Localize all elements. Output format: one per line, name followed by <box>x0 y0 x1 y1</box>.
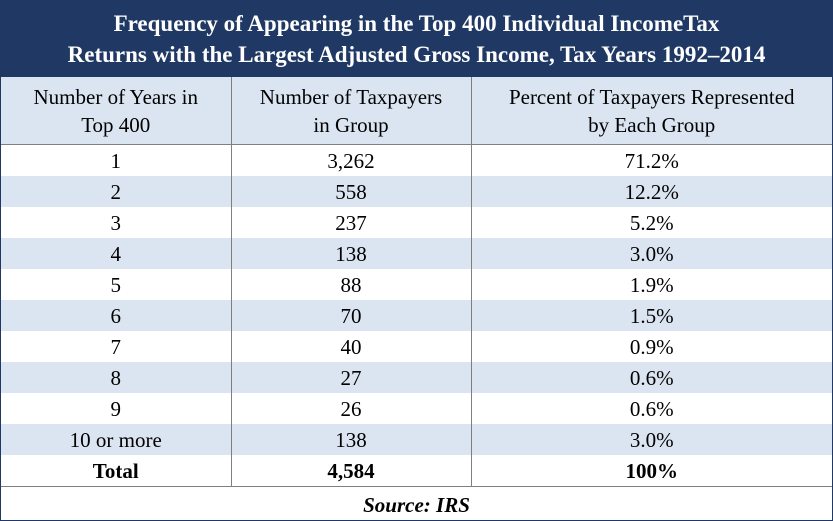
cell-years: 9 <box>1 393 232 424</box>
cell-years: 7 <box>1 331 232 362</box>
cell-percent: 3.0% <box>470 238 832 269</box>
cell-taxpayers: 138 <box>230 238 472 269</box>
cell-years: 3 <box>1 207 232 238</box>
header-text: by Each Group <box>588 112 716 137</box>
table-row: 3 237 5.2% <box>1 207 832 238</box>
table-row: 7 40 0.9% <box>1 331 832 362</box>
cell-taxpayers: 26 <box>230 393 472 424</box>
header-text: Number of Taxpayers <box>259 84 443 109</box>
cell-percent: 1.5% <box>470 300 832 331</box>
table-title: Frequency of Appearing in the Top 400 In… <box>1 1 832 77</box>
header-row: Number of Years in Top 400 Number of Tax… <box>1 77 832 145</box>
table-row: 2 558 12.2% <box>1 176 832 207</box>
header-text: Number of Years in <box>33 84 198 109</box>
table-row: 4 138 3.0% <box>1 238 832 269</box>
cell-years: 1 <box>1 144 232 176</box>
total-taxpayers: 4,584 <box>230 455 472 487</box>
cell-percent: 12.2% <box>470 176 832 207</box>
table-row: 8 27 0.6% <box>1 362 832 393</box>
cell-years: 2 <box>1 176 232 207</box>
title-line-2: Returns with the Largest Adjusted Gross … <box>67 42 766 67</box>
cell-percent: 0.6% <box>470 393 832 424</box>
header-number-of-taxpayers: Number of Taxpayers in Group <box>230 77 472 145</box>
cell-percent: 1.9% <box>470 269 832 300</box>
total-percent: 100% <box>470 455 832 487</box>
cell-taxpayers: 27 <box>230 362 472 393</box>
cell-taxpayers: 237 <box>230 207 472 238</box>
header-text: Percent of Taxpayers Represented <box>508 84 795 109</box>
header-percent-of-taxpayers: Percent of Taxpayers Represented by Each… <box>470 77 832 145</box>
table-row: 10 or more 138 3.0% <box>1 424 832 455</box>
cell-years: 6 <box>1 300 232 331</box>
cell-taxpayers: 40 <box>230 331 472 362</box>
cell-years: 10 or more <box>1 424 232 455</box>
cell-percent: 0.9% <box>470 331 832 362</box>
total-row: Total 4,584 100% <box>1 455 832 487</box>
cell-percent: 3.0% <box>470 424 832 455</box>
source-note: Source: IRS <box>363 493 470 517</box>
cell-years: 5 <box>1 269 232 300</box>
cell-years: 4 <box>1 238 232 269</box>
frequency-table: Number of Years in Top 400 Number of Tax… <box>1 77 832 487</box>
header-years-in-top-400: Number of Years in Top 400 <box>1 77 232 145</box>
table-row: 6 70 1.5% <box>1 300 832 331</box>
cell-taxpayers: 558 <box>230 176 472 207</box>
header-text: in Group <box>313 112 389 137</box>
total-label: Total <box>1 455 232 487</box>
table-row: 5 88 1.9% <box>1 269 832 300</box>
table-row: 9 26 0.6% <box>1 393 832 424</box>
cell-percent: 71.2% <box>470 144 832 176</box>
cell-years: 8 <box>1 362 232 393</box>
header-text: Top 400 <box>81 112 151 137</box>
cell-percent: 5.2% <box>470 207 832 238</box>
cell-percent: 0.6% <box>470 362 832 393</box>
cell-taxpayers: 88 <box>230 269 472 300</box>
title-line-1: Frequency of Appearing in the Top 400 In… <box>113 11 720 36</box>
cell-taxpayers: 70 <box>230 300 472 331</box>
table-row: 1 3,262 71.2% <box>1 144 832 176</box>
cell-taxpayers: 3,262 <box>230 144 472 176</box>
cell-taxpayers: 138 <box>230 424 472 455</box>
